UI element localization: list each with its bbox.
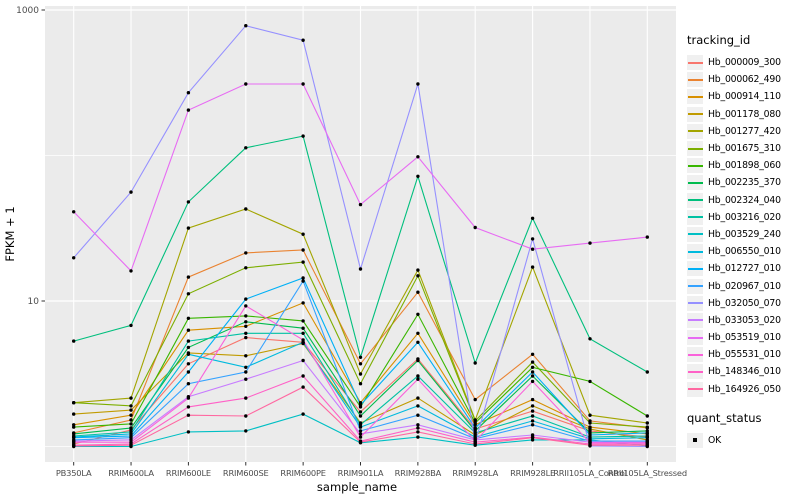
line-swatch-icon xyxy=(687,226,703,242)
legend-item-Hb_053519_010: Hb_053519_010 xyxy=(687,329,799,346)
legend-item-Hb_000914_110: Hb_000914_110 xyxy=(687,88,799,105)
x-tick-label: RRIM928BA xyxy=(395,468,442,478)
legend-title-quant-status: quant_status xyxy=(687,410,762,425)
x-tick-label: RRIM600PE xyxy=(280,468,325,478)
line-swatch-icon xyxy=(687,72,703,88)
legend-label: Hb_012727_010 xyxy=(708,263,781,275)
legend-item-Hb_001178_080: Hb_001178_080 xyxy=(687,106,799,123)
legend-item-Hb_012727_010: Hb_012727_010 xyxy=(687,260,799,277)
legend-label: Hb_002235_370 xyxy=(708,177,781,189)
legend-item-Hb_002324_040: Hb_002324_040 xyxy=(687,192,799,209)
line-swatch-icon xyxy=(687,347,703,363)
legend-label: Hb_001178_080 xyxy=(708,108,781,120)
legend-item-Hb_001898_060: Hb_001898_060 xyxy=(687,157,799,174)
legend-item-Hb_001277_420: Hb_001277_420 xyxy=(687,123,799,140)
legend: tracking_id Hb_000009_300 Hb_000062_490 Hb… xyxy=(687,33,799,449)
legend-label: Hb_148346_010 xyxy=(708,366,781,378)
legend-label: Hb_164926_050 xyxy=(708,383,781,395)
legend-item-Hb_055531_010: Hb_055531_010 xyxy=(687,346,799,363)
x-tick-label: RRIM600SE xyxy=(223,468,269,478)
x-axis-title: sample_name xyxy=(317,480,397,494)
legend-label: Hb_020967_010 xyxy=(708,280,781,292)
legend-item-Hb_033053_020: Hb_033053_020 xyxy=(687,312,799,329)
axis-ticks-and-labels: 1000 10 PB350LA RRIM600LA RRIM600LE RRIM600SE… xyxy=(16,6,687,478)
line-swatch-icon xyxy=(687,158,703,174)
legend-label: Hb_001277_420 xyxy=(708,125,781,137)
legend-item-ok: OK xyxy=(687,432,799,449)
x-tick-label: RRII105LA_Stressed xyxy=(608,468,687,478)
legend-label: Hb_003216_020 xyxy=(708,211,781,223)
line-swatch-icon xyxy=(687,295,703,311)
line-swatch-icon xyxy=(687,55,703,71)
line-swatch-icon xyxy=(687,261,703,277)
line-swatch-icon xyxy=(687,364,703,380)
legend-title-tracking-id: tracking_id xyxy=(687,33,751,47)
x-tick-label: RRIM928LE xyxy=(510,468,555,478)
line-swatch-icon xyxy=(687,312,703,328)
x-tick-label: RRIM600LA xyxy=(108,468,154,478)
line-swatch-icon xyxy=(687,278,703,294)
legend-label: Hb_032050_070 xyxy=(708,297,781,309)
legend-item-Hb_006550_010: Hb_006550_010 xyxy=(687,243,799,260)
ok-point-icon xyxy=(687,432,703,448)
legend-item-Hb_148346_010: Hb_148346_010 xyxy=(687,363,799,380)
legend-item-Hb_003216_020: Hb_003216_020 xyxy=(687,209,799,226)
legend-label: Hb_000009_300 xyxy=(708,57,781,69)
legend-item-Hb_020967_010: Hb_020967_010 xyxy=(687,277,799,294)
line-swatch-icon xyxy=(687,123,703,139)
line-swatch-icon xyxy=(687,381,703,397)
legend-label: Hb_053519_010 xyxy=(708,332,781,344)
legend-item-Hb_001675_310: Hb_001675_310 xyxy=(687,140,799,157)
x-tick-label: RRII105LA_Control xyxy=(553,468,627,478)
legend-item-Hb_164926_050: Hb_164926_050 xyxy=(687,381,799,398)
legend-label: Hb_033053_020 xyxy=(708,314,781,326)
legend-item-Hb_002235_370: Hb_002235_370 xyxy=(687,174,799,191)
line-swatch-icon xyxy=(687,192,703,208)
legend-item-Hb_000009_300: Hb_000009_300 xyxy=(687,54,799,71)
legend-item-Hb_003529_240: Hb_003529_240 xyxy=(687,226,799,243)
legend-label: Hb_002324_040 xyxy=(708,194,781,206)
legend-label: Hb_000062_490 xyxy=(708,74,781,86)
legend-label: Hb_001898_060 xyxy=(708,160,781,172)
gridlines xyxy=(45,6,676,462)
line-swatch-icon xyxy=(687,89,703,105)
x-tick-label: RRIM928LA xyxy=(452,468,498,478)
legend-item-Hb_032050_070: Hb_032050_070 xyxy=(687,295,799,312)
line-swatch-icon xyxy=(687,244,703,260)
legend-label-ok: OK xyxy=(708,434,722,446)
line-swatch-icon xyxy=(687,175,703,191)
data-points xyxy=(72,24,649,449)
line-swatch-icon xyxy=(687,141,703,157)
legend-label: Hb_003529_240 xyxy=(708,228,781,240)
x-tick-label: RRIM600LE xyxy=(166,468,211,478)
line-swatch-icon xyxy=(687,106,703,122)
y-tick-label: 10 xyxy=(28,297,40,307)
y-tick-label: 1000 xyxy=(16,6,39,16)
line-swatch-icon xyxy=(687,209,703,225)
legend-item-Hb_000062_490: Hb_000062_490 xyxy=(687,71,799,88)
legend-label: Hb_000914_110 xyxy=(708,91,781,103)
legend-label: Hb_055531_010 xyxy=(708,349,781,361)
y-axis-title: FPKM + 1 xyxy=(3,206,17,261)
line-swatch-icon xyxy=(687,330,703,346)
tracking-id-legend-items: Hb_000009_300 Hb_000062_490 Hb_000914_110 H… xyxy=(687,54,799,398)
x-tick-label: RRIM901LA xyxy=(338,468,384,478)
x-tick-label: PB350LA xyxy=(56,468,92,478)
legend-label: Hb_001675_310 xyxy=(708,143,781,155)
legend-label: Hb_006550_010 xyxy=(708,246,781,258)
